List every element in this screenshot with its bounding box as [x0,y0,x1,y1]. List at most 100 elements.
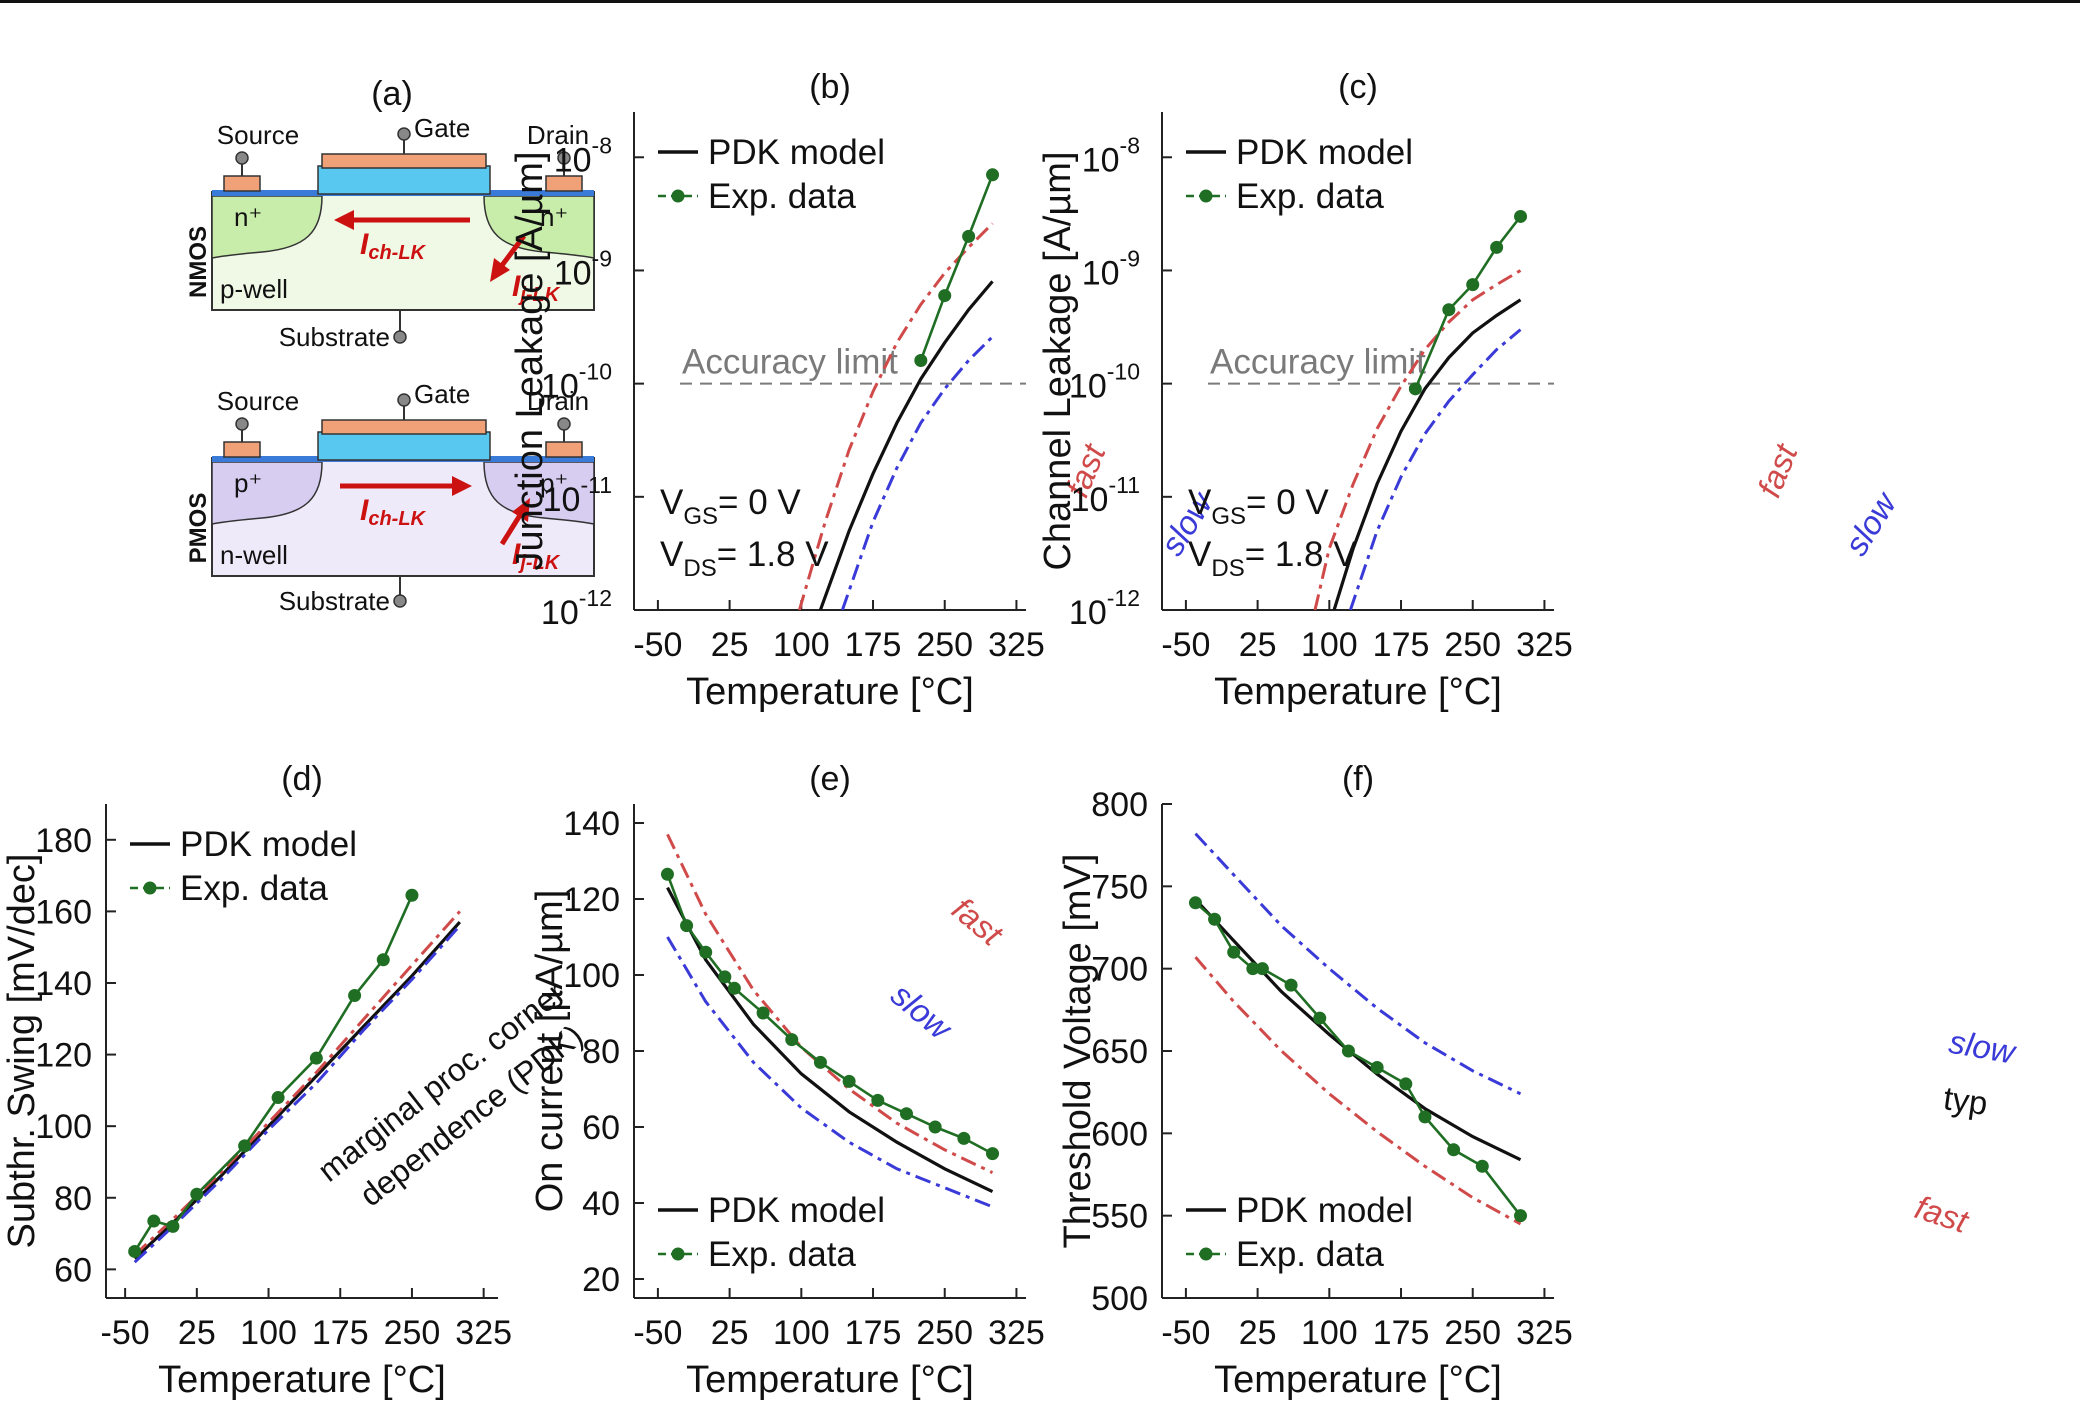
pmos-cross-section: Source Gate Drain p⁺ p⁺ n-well Substrate… [185,379,595,616]
nmos-source-label: Source [217,120,299,150]
legend-label-exp: Exp. data [1236,1235,1384,1274]
bias-annotation: VGS= 0 V [1188,483,1329,530]
y-tick-exponent: -10 [1107,359,1140,385]
series-line-slow [666,936,994,1209]
x-tick-label: 325 [988,1314,1045,1352]
x-tick-label: 250 [916,626,973,664]
data-point-exp [376,953,390,967]
bias-annotation: VDS= 1.8 V [1188,535,1357,582]
x-tick-label: 100 [240,1314,297,1352]
y-tick-label: 650 [1091,1033,1148,1071]
chart-e: (e) -50 25 100 175 250 325 Temperature [°C] 20 40… [529,760,1045,1401]
pmos-well-label: n-well [220,540,288,570]
data-point-exp [1370,1060,1384,1074]
data-point-exp [938,289,952,303]
x-tick-label: 25 [1239,1314,1277,1352]
chart-title: (c) [1338,68,1378,106]
legend-label-exp: Exp. data [1236,177,1384,216]
series-line-exp-data [919,174,994,361]
data-point-exp [147,1214,161,1228]
legend-label-pdk: PDK model [708,1191,885,1230]
pmos-drain-diffusion [483,461,595,525]
pmos-ij-label: Ij-LK [512,538,561,574]
y-tick-base: 10 [1069,594,1107,632]
series-line-pdk-model [1332,298,1522,610]
nmos-substrate-terminal-icon [393,330,407,344]
data-point-exp [680,919,694,933]
y-tick-base: 10 [1082,141,1120,179]
series-line-slow [840,335,994,610]
x-tick-label: 175 [1373,626,1430,664]
data-point-exp [1475,1159,1489,1173]
x-tick-label: -50 [1161,1314,1210,1352]
data-point-exp [1341,1044,1355,1058]
x-tick-label: 175 [845,626,902,664]
x-axis-label: Temperature [°C] [1214,671,1502,713]
y-tick-label: 120 [563,881,620,919]
bias-v: V [660,535,684,574]
pmos-device-label: PMOS [185,493,212,564]
y-tick-label: 40 [582,1185,620,1223]
nmos-source-terminal-icon [235,151,249,165]
data-point-exp [405,888,419,902]
data-point-exp [1246,962,1260,976]
series-line-slow [1348,328,1522,610]
top-border [0,0,2080,3]
y-tick-label: 10-12 [541,585,612,632]
nmos-well-label: p-well [220,274,288,304]
nmos-drain-terminal-icon [557,151,571,165]
nmos-ich-label: Ich-LK [360,228,427,264]
pmos-substrate-label: Substrate [279,586,390,616]
series-line-fast [1194,956,1522,1226]
y-tick-label: 700 [1091,951,1148,989]
y-tick-base: 10 [541,368,579,406]
x-tick-label: 325 [455,1314,512,1352]
data-point-exp [166,1219,180,1233]
pmos-gate-electrode [321,419,487,435]
legend: PDK model Exp. data [130,825,357,908]
y-tick-label: 10-9 [1082,245,1140,292]
legend-label-pdk: PDK model [708,133,885,172]
nmos-source-diff-label: n⁺ [234,202,262,232]
x-tick-label: -50 [633,626,682,664]
x-tick-label: 250 [384,1314,441,1352]
data-point-exp [1399,1077,1413,1091]
legend: PDK model Exp. data [1186,1191,1413,1274]
corner-label-fast: fast [1750,437,1805,502]
x-tick-label: 250 [1444,626,1501,664]
pmos-gate-terminal-icon [397,393,411,407]
series-line-pdk-model [818,280,994,610]
data-point-exp [842,1074,856,1088]
pmos-drain-diff-label: p⁺ [540,468,568,498]
data-point-exp [928,1120,942,1134]
y-tick-exponent: -9 [1120,245,1140,271]
y-tick-label: 160 [35,893,92,931]
y-tick-label: 500 [1091,1280,1148,1318]
pmos-source-diff-label: p⁺ [234,468,262,498]
nmos-cross-section: Source Gate Drain n⁺ n⁺ p-well Substrate… [185,113,595,352]
data-point-exp [1442,303,1456,317]
y-axis-label: Threshold Voltage [mV] [1057,854,1099,1249]
series-line-slow [133,924,461,1264]
series-line-pdk-model [1194,898,1522,1162]
x-tick-label: -50 [101,1314,150,1352]
data-point-exp [986,1147,1000,1161]
data-point-exp [128,1244,142,1258]
y-tick-exponent: -10 [579,359,612,385]
x-tick-label: 175 [312,1314,369,1352]
y-tick-base: 10 [543,481,581,519]
y-tick-label: 10-10 [1069,359,1140,406]
device-cross-section-diagram: (a) Source Gate Drain n⁺ n⁺ p-well [185,75,595,616]
x-tick-label: 100 [773,626,830,664]
y-tick-base: 10 [1071,481,1109,519]
y-axis-label: Subthr. Swing [mV/dec] [1,854,43,1249]
chart-title: (d) [281,760,323,798]
y-tick-label: 600 [1091,1115,1148,1153]
x-axis-label: Temperature [°C] [158,1359,446,1401]
x-tick-label: 175 [1373,1314,1430,1352]
